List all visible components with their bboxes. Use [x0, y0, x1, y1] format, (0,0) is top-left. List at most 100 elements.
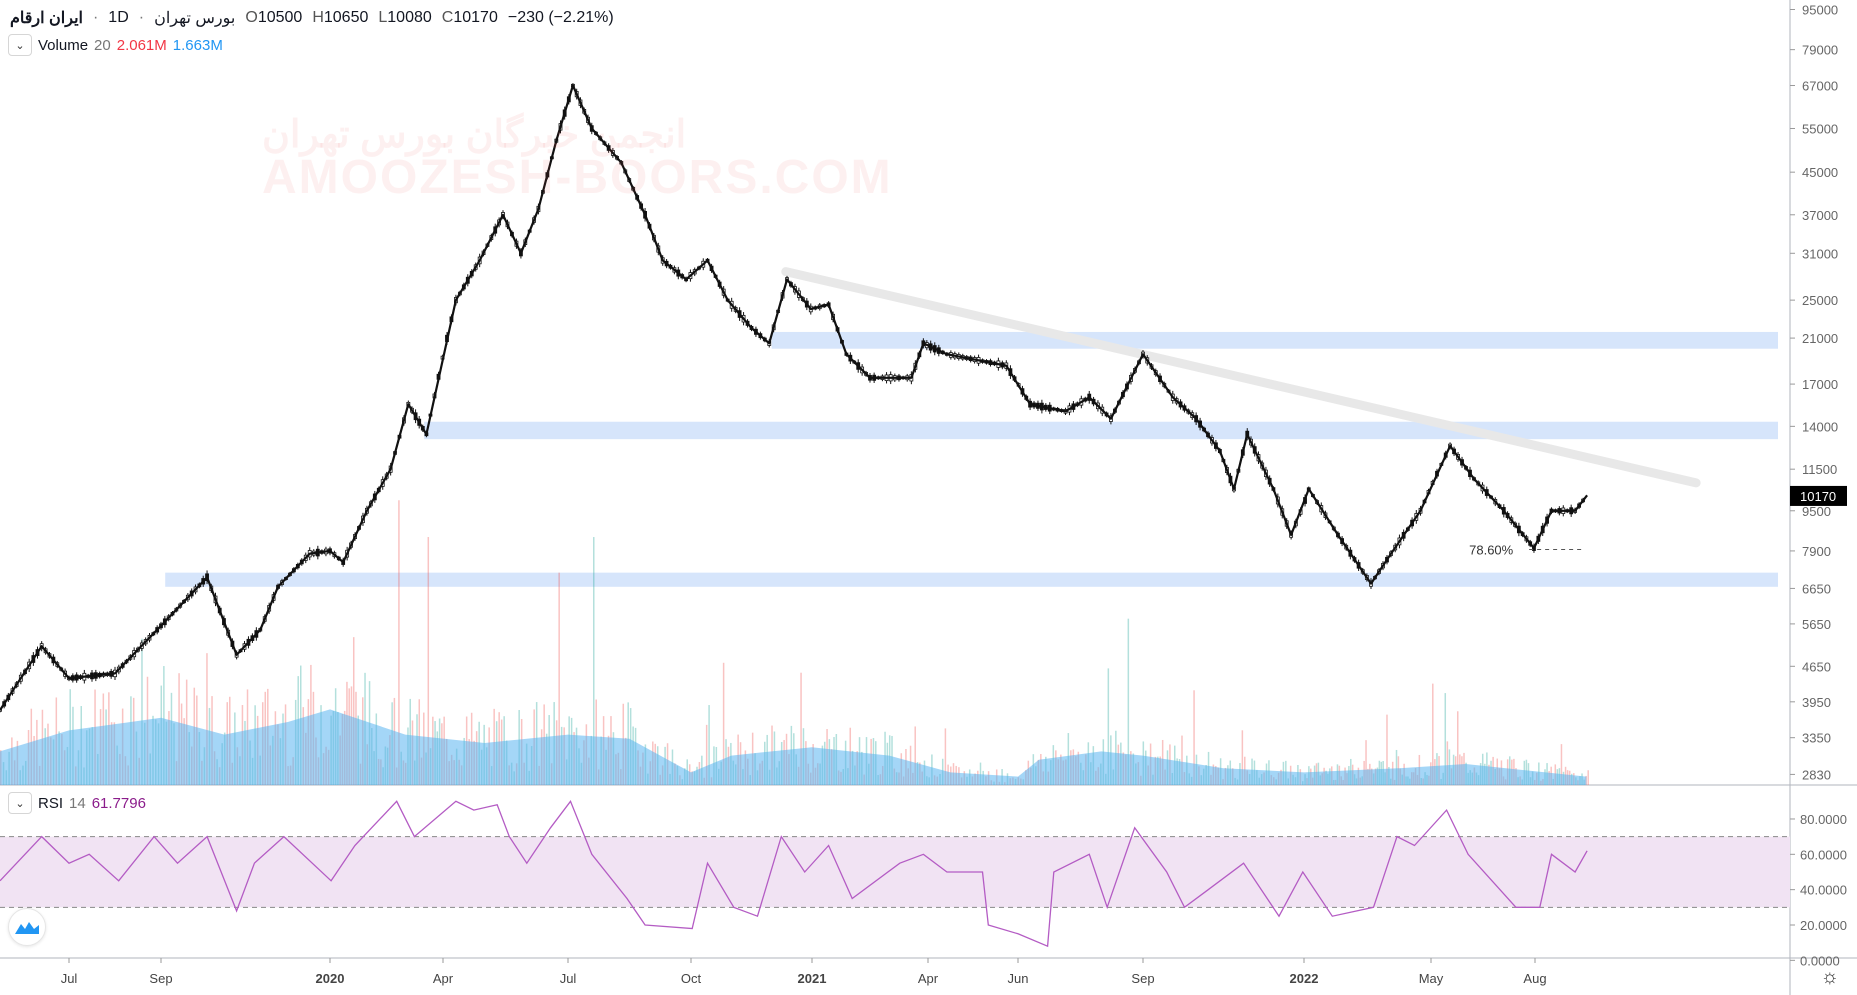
price-line: [0, 84, 1588, 711]
symbol-name[interactable]: ایران ارقام: [10, 10, 83, 27]
rsi-axis-label: 80.0000: [1800, 812, 1847, 827]
high-value: 10650: [323, 9, 369, 26]
settings-gear-icon[interactable]: ☼: [1820, 966, 1839, 988]
rsi-legend: ⌄ RSI 14 61.7796: [8, 792, 146, 814]
rsi-axis-label: 0.0000: [1800, 953, 1840, 968]
volume-bar: [593, 537, 595, 785]
price-axis-label: 21000: [1802, 331, 1838, 346]
change-value: −230 (−2.21%): [507, 9, 614, 26]
volume-bar: [1107, 668, 1110, 785]
volume-bar: [914, 726, 916, 785]
volume-bar: [1446, 741, 1449, 785]
volume-bar: [206, 653, 208, 785]
price-axis-label: 3950: [1802, 695, 1831, 710]
volume-bar: [1560, 744, 1563, 785]
price-axis-label: 7900: [1802, 544, 1831, 559]
time-axis-label: Sep: [1131, 971, 1154, 986]
last-price-tag: [1790, 485, 1847, 506]
time-axis-label: Oct: [681, 971, 702, 986]
time-axis-label: Jul: [61, 971, 78, 986]
volume-bar: [1127, 618, 1130, 785]
price-axis-label: 14000: [1802, 419, 1838, 434]
rsi-axis-label: 60.0000: [1800, 847, 1847, 862]
low-value: 10080: [387, 9, 432, 26]
volume-bar: [1457, 711, 1459, 785]
rsi-length: 14: [69, 794, 86, 812]
price-axis-label: 37000: [1802, 208, 1838, 223]
volume-bar: [705, 724, 708, 785]
volume-bar: [979, 762, 982, 785]
watermark-persian: انجمن خبرگان بورس تهران: [262, 114, 687, 156]
rsi-value: 61.7796: [91, 794, 146, 812]
open-label: O: [245, 9, 258, 26]
exchange: بورس تهران: [154, 10, 236, 27]
price-axis-label: 25000: [1802, 293, 1838, 308]
volume-bar: [1587, 770, 1589, 785]
fib-level-label: 78.60%: [1469, 543, 1514, 558]
volume-bar: [398, 500, 400, 785]
volume-bar: [944, 728, 947, 785]
volume-label: Volume: [38, 36, 89, 54]
volume-bar: [1193, 690, 1195, 785]
time-axis-label: May: [1419, 971, 1444, 986]
volume-legend: ⌄ Volume 20 2.061M 1.663M: [8, 34, 223, 56]
close-value: 10170: [453, 9, 498, 26]
time-axis-label: 2020: [316, 971, 345, 986]
volume-bar: [427, 537, 430, 785]
time-axis-label: Apr: [433, 971, 454, 986]
time-axis-label: Aug: [1523, 971, 1546, 986]
volume-bar: [1444, 693, 1447, 785]
price-axis-label: 95000: [1802, 3, 1838, 18]
volume-bar: [352, 637, 355, 785]
high-label: H: [312, 9, 324, 26]
volume-bar: [1432, 683, 1434, 785]
time-axis-label: 2021: [798, 971, 827, 986]
price-axis-label: 31000: [1802, 246, 1838, 261]
price-axis-label: 6650: [1802, 581, 1831, 596]
tradingview-logo-icon[interactable]: [8, 908, 46, 946]
support-zone: [424, 421, 1779, 440]
volume-bar: [1386, 714, 1388, 785]
volume-bar: [558, 572, 560, 785]
rsi-line: [0, 799, 1588, 948]
volume-bar: [708, 705, 710, 785]
last-price-value: 10170: [1800, 489, 1836, 504]
volume-bar: [1365, 740, 1367, 785]
time-axis-label: Jul: [560, 971, 577, 986]
price-axis-label: 9500: [1802, 504, 1831, 519]
volume-ma-area: [0, 709, 1587, 785]
time-axis-label: 2022: [1290, 971, 1319, 986]
volume-length: 20: [94, 36, 111, 54]
rsi-label: RSI: [38, 794, 64, 812]
watermark-text: AMOOZESH-BOORS.COM: [262, 151, 893, 204]
price-axis-label: 17000: [1802, 377, 1838, 392]
price-axis-label: 55000: [1802, 121, 1838, 136]
price-axis-label: 79000: [1802, 43, 1838, 58]
volume-bar: [1181, 735, 1183, 785]
interval[interactable]: 1D: [108, 9, 129, 26]
volume-value: 2.061M: [116, 36, 167, 54]
price-axis-label: 11500: [1802, 462, 1837, 477]
trendline: [781, 267, 1701, 488]
price-axis-label: 3350: [1802, 731, 1831, 746]
rsi-axis-label: 40.0000: [1800, 883, 1847, 898]
volume-bar: [722, 662, 725, 785]
price-axis-label: 67000: [1802, 79, 1838, 94]
chevron-down-icon[interactable]: ⌄: [8, 34, 32, 56]
support-zone: [165, 572, 1779, 587]
volume-bar: [1395, 749, 1398, 785]
price-axis-label: 45000: [1802, 165, 1838, 180]
volume-bar: [1241, 730, 1244, 785]
rsi-axis-label: 20.0000: [1800, 918, 1847, 933]
time-axis-label: Sep: [149, 971, 172, 986]
rsi-band: [0, 836, 1790, 908]
low-label: L: [378, 9, 388, 26]
volume-bar: [141, 638, 143, 785]
volume-ma-value: 1.663M: [172, 36, 223, 54]
price-axis-label: 4650: [1802, 659, 1831, 674]
chevron-down-icon[interactable]: ⌄: [8, 792, 32, 814]
time-axis-label: Apr: [918, 971, 939, 986]
support-zone: [771, 331, 1778, 349]
price-axis-label: 5650: [1802, 617, 1831, 632]
